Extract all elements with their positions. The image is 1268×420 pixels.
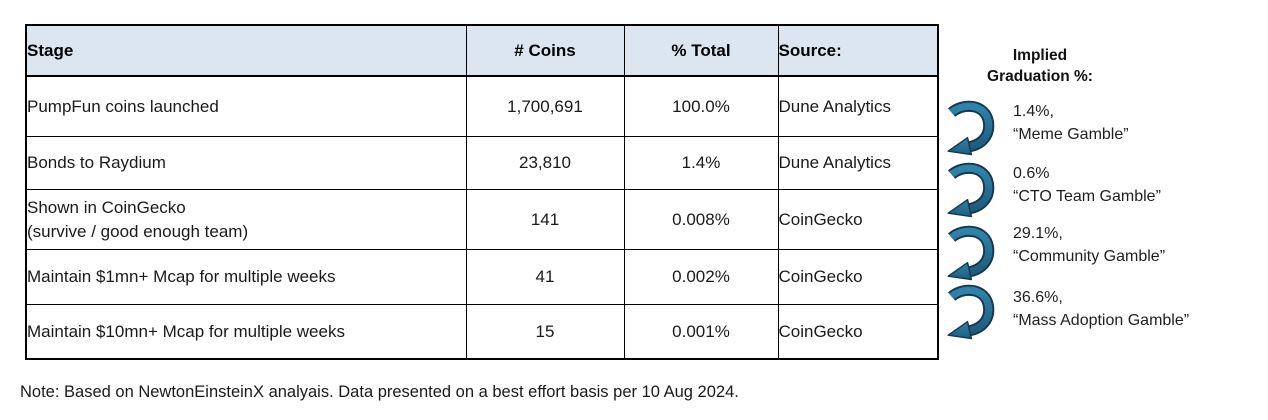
cell-stage: Bonds to Raydium xyxy=(25,136,467,190)
cell-stage: Maintain $1mn+ Mcap for multiple weeks xyxy=(25,249,467,305)
column-header-stage: Stage xyxy=(25,24,467,77)
graduation-item: 36.6%, “Mass Adoption Gamble” xyxy=(1013,286,1189,332)
graduation-label: “Meme Gamble” xyxy=(1013,126,1129,143)
cell-pct: 1.4% xyxy=(623,136,779,190)
curved-arrow-icon xyxy=(939,99,997,157)
cell-stage: PumpFun coins launched xyxy=(25,75,467,137)
annotation-title-line2: Graduation %: xyxy=(987,68,1093,85)
graduation-pct: 36.6%, xyxy=(1013,289,1063,306)
cell-coins: 23,810 xyxy=(465,136,625,190)
table-row: Bonds to Raydium 23,810 1.4% Dune Analyt… xyxy=(25,136,939,190)
graduation-pct: 0.6% xyxy=(1013,165,1050,182)
curved-arrow-icon xyxy=(939,224,997,282)
cell-pct: 0.008% xyxy=(623,189,779,250)
table-row: Maintain $1mn+ Mcap for multiple weeks 4… xyxy=(25,249,939,305)
graduation-item: 1.4%, “Meme Gamble” xyxy=(1013,100,1129,146)
annotation-title: Implied Graduation %: xyxy=(958,45,1122,87)
cell-pct: 0.002% xyxy=(623,249,779,305)
annotation-title-line1: Implied xyxy=(1012,47,1068,64)
table-row: Maintain $10mn+ Mcap for multiple weeks … xyxy=(25,304,939,360)
cell-stage: Maintain $10mn+ Mcap for multiple weeks xyxy=(25,304,467,360)
cell-pct: 0.001% xyxy=(623,304,779,360)
cell-source: Dune Analytics xyxy=(777,75,939,137)
column-header-source: Source: xyxy=(777,24,939,77)
graduation-label: “CTO Team Gamble” xyxy=(1013,188,1161,205)
cell-stage: Shown in CoinGecko (survive / good enoug… xyxy=(25,189,467,250)
footnote: Note: Based on NewtonEinsteinX analyais.… xyxy=(20,383,739,401)
graduation-label: “Mass Adoption Gamble” xyxy=(1013,312,1190,329)
graduation-item: 0.6% “CTO Team Gamble” xyxy=(1013,162,1161,208)
graduation-item: 29.1%, “Community Gamble” xyxy=(1013,222,1165,268)
column-header-coins: # Coins xyxy=(465,24,625,77)
cell-coins: 141 xyxy=(465,189,625,250)
cell-pct: 100.0% xyxy=(623,75,779,137)
graduation-pct: 29.1%, xyxy=(1013,225,1063,242)
cell-coins: 1,700,691 xyxy=(465,75,625,137)
cell-source: CoinGecko xyxy=(777,249,939,305)
table-row: Shown in CoinGecko (survive / good enoug… xyxy=(25,189,939,250)
graduation-label: “Community Gamble” xyxy=(1013,248,1166,265)
graduation-funnel-table: Stage # Coins % Total Source: PumpFun co… xyxy=(25,24,939,360)
cell-source: Dune Analytics xyxy=(777,136,939,190)
cell-coins: 15 xyxy=(465,304,625,360)
cell-coins: 41 xyxy=(465,249,625,305)
curved-arrow-icon xyxy=(939,283,997,341)
graduation-pct: 1.4%, xyxy=(1013,103,1054,120)
header-row: Stage # Coins % Total Source: xyxy=(25,24,939,77)
cell-source: CoinGecko xyxy=(777,189,939,250)
table-row: PumpFun coins launched 1,700,691 100.0% … xyxy=(25,75,939,137)
curved-arrow-icon xyxy=(939,161,997,219)
cell-source: CoinGecko xyxy=(777,304,939,360)
column-header-pct: % Total xyxy=(623,24,779,77)
